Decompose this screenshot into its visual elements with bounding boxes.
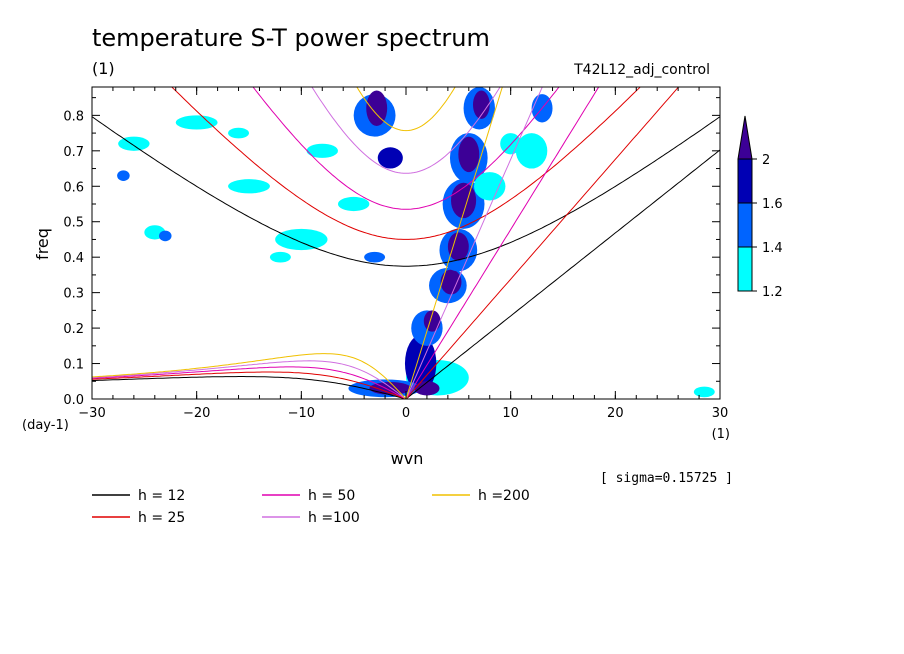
y-tick-label: 0.0 [63,393,84,408]
contour-blob-30 [306,143,338,158]
contour-blob-21 [515,133,548,169]
contour-blob-24 [337,196,370,212]
curve-rossby-h12 [92,376,407,399]
dispersion-curves [92,87,720,399]
colorbar-label: 2 [762,153,770,168]
curve-ig-h100 [311,87,501,174]
contour-blob-34 [364,251,386,263]
colorbar-segment-1 [737,202,753,248]
y-axis-label: freq [33,228,52,260]
x-tick-label: 10 [502,406,519,421]
y-tick-label: 0.4 [63,251,84,266]
contour-blob-36 [414,381,440,396]
curve-ig-h200 [356,87,456,132]
y-axis-unit: (day-1) [22,418,69,433]
colorbar: 1.2 1.4 1.6 2 [737,115,783,300]
colorbar-label: 1.6 [762,197,783,212]
contour-blob-27 [118,136,150,151]
colorbar-label: 1.4 [762,241,783,256]
contour-blob-33 [228,127,250,139]
x-tick-label: 0 [402,406,410,421]
curve-kelvin-h12 [405,149,720,399]
x-axis-label: wvn [391,449,424,468]
y-tick-label: 0.8 [63,109,84,124]
curve-rossby-h100 [92,360,407,399]
curve-kelvin-h200 [405,87,503,399]
contour-blob-13 [458,136,480,173]
colorbar-segment-2 [737,158,753,204]
colorbar-segment-0 [737,246,753,292]
x-tick-label: −20 [183,406,210,421]
colorbar-label: 1.2 [762,285,783,300]
legend-label-h50: h = 50 [308,488,355,504]
chart-subtitle-right: T42L12_adj_control [573,62,710,78]
contour-blob-31 [117,170,130,181]
curve-kelvin-h50 [405,87,600,399]
curve-ig-h25 [171,87,641,240]
chart-subtitle-left: (1) [92,59,115,78]
x-tick-label: −10 [288,406,315,421]
y-tick-label: 0.5 [63,216,84,231]
legend-label-h200: h =200 [478,488,530,504]
curve-ig-h12 [92,116,720,267]
y-axis: 0.0 0.1 0.2 0.3 0.4 0.5 0.6 0.7 0.8 [63,97,720,408]
chart-title: temperature S-T power spectrum [92,24,490,52]
contour-blob-32 [158,230,172,242]
legend-label-h25: h = 25 [138,510,185,526]
contour-blob-23 [275,228,328,251]
plot-area [92,87,720,399]
x-tick-label: 20 [607,406,624,421]
colorbar-arrow [737,115,753,160]
contour-blob-25 [228,179,270,194]
curve-ig-h50 [252,87,560,210]
contour-blob-15 [472,90,490,119]
curve-rossby-h200 [92,353,407,399]
curve-kelvin-h100 [405,87,543,399]
curve-rossby-h50 [92,366,407,399]
legend-label-h12: h = 12 [138,488,185,504]
curve-kelvin-h25 [405,87,680,399]
y-tick-label: 0.3 [63,287,84,302]
legend-label-h100: h =100 [308,510,360,526]
sigma-note: [ sigma=0.15725 ] [600,471,733,486]
contour-blob-7 [440,269,462,295]
x-axis: −30 −20 −10 0 10 20 30 [78,87,728,421]
y-tick-label: 0.6 [63,180,84,195]
contour-blob-9 [447,232,469,261]
y-tick-label: 0.7 [63,145,84,160]
contour-blob-17 [366,90,388,126]
x-tick-label: −30 [78,406,105,421]
contour-blob-18 [377,147,403,169]
y-tick-label: 0.1 [63,358,84,373]
contour-blob-29 [269,251,291,263]
y-tick-label: 0.2 [63,322,84,337]
curve-rossby-h25 [92,371,407,399]
legend: h = 12 h = 25 h = 50 h =100 h =200 [92,488,530,526]
x-tick-label: 30 [712,406,729,421]
contour-blob-26 [175,115,218,130]
x-axis-unit: (1) [712,427,730,442]
contour-blob-19 [474,172,506,201]
contour-blob-35 [693,386,715,398]
